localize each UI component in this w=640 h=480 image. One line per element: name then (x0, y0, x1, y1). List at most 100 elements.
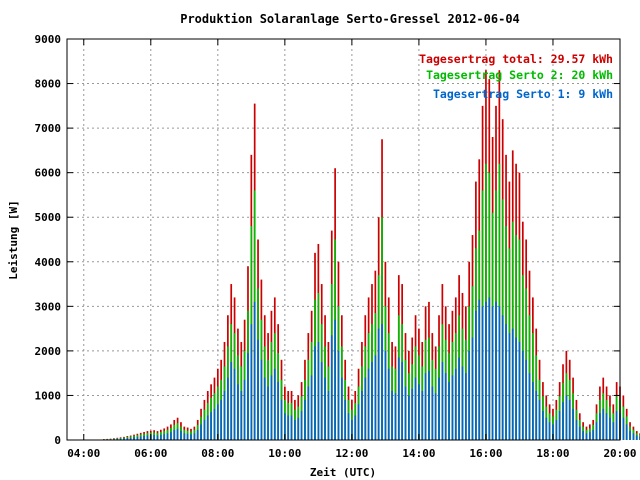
x-tick-label: 16:00 (469, 447, 502, 460)
bar-series-3 (585, 433, 588, 440)
bar-series-3 (612, 422, 615, 440)
bar-series-3 (545, 417, 548, 440)
bar-series-3 (190, 434, 192, 440)
bar-series-3 (501, 315, 504, 440)
bar-series-3 (518, 341, 521, 440)
bar-series-3 (374, 355, 377, 440)
bar-series-3 (351, 419, 353, 440)
bar-series-3 (176, 428, 179, 440)
bar-series-3 (488, 297, 491, 440)
bar-series-2 (498, 163, 501, 440)
bar-series-3 (284, 413, 286, 440)
bar-series-3 (434, 393, 437, 440)
bar-series-3 (421, 390, 424, 440)
bar-series-3 (515, 337, 517, 440)
bar-series-3 (384, 350, 387, 440)
bar-series-3 (250, 324, 253, 440)
bar-series-3 (227, 377, 229, 440)
bar-series-3 (582, 431, 584, 440)
bar-series-3 (143, 435, 145, 440)
bar-series-3 (414, 377, 417, 440)
bar-series-3 (263, 377, 266, 440)
x-tick-label: 06:00 (134, 447, 167, 460)
y-tick-label: 4000 (35, 256, 62, 269)
bar-series-3 (337, 350, 340, 440)
x-tick-label: 10:00 (268, 447, 301, 460)
bar-series-3 (562, 402, 564, 440)
bar-series-3 (431, 386, 434, 440)
bar-series-3 (206, 415, 209, 440)
y-tick-label: 1000 (35, 389, 62, 402)
bar-series-3 (511, 328, 514, 440)
bar-series-3 (599, 413, 601, 440)
bar-series-3 (116, 438, 119, 440)
bar-series-3 (397, 357, 400, 440)
bar-series-3 (290, 415, 293, 440)
bar-series-3 (367, 368, 370, 440)
bar-series-3 (538, 399, 541, 440)
x-axis-label: Zeit (UTC) (310, 466, 376, 479)
bar-series-3 (404, 386, 407, 440)
x-tick-label: 04:00 (67, 447, 100, 460)
bar-series-3 (193, 433, 196, 440)
bar-series-3 (357, 404, 360, 440)
y-ticks: 0 1000 2000 3000 4000 5000 6000 7000 8000 9000 (35, 33, 620, 447)
bar-series-3 (401, 362, 403, 440)
bar-series-3 (411, 388, 414, 440)
bar-series-3 (381, 324, 383, 440)
bar-series-3 (451, 375, 454, 440)
y-tick-label: 6000 (35, 167, 62, 180)
bar-series-3 (361, 390, 363, 440)
series-3 (103, 297, 640, 440)
y-axis-label: Leistung [W] (7, 200, 20, 279)
bar-series-3 (595, 422, 598, 440)
bar-series-3 (542, 411, 544, 440)
bar-series-3 (280, 399, 283, 440)
bar-series-3 (535, 390, 538, 440)
bar-series-3 (505, 324, 507, 440)
y-tick-label: 7000 (35, 122, 62, 135)
x-tick-label: 14:00 (402, 447, 435, 460)
bar-series-3 (183, 433, 186, 440)
bar-series-3 (287, 415, 290, 440)
bar-series-2 (518, 239, 521, 440)
bar-series-3 (615, 411, 618, 440)
bar-series-3 (371, 362, 373, 440)
bar-series-3 (481, 306, 484, 440)
bar-series-3 (324, 377, 326, 440)
bar-series-3 (568, 399, 571, 440)
bar-series-3 (173, 429, 176, 440)
bar-series-3 (310, 375, 313, 440)
bar-series-3 (166, 433, 169, 440)
bar-series-3 (441, 362, 444, 440)
bar-series-3 (327, 390, 330, 440)
bars (103, 70, 640, 441)
bar-series-3 (428, 370, 430, 440)
bar-series-3 (635, 435, 638, 440)
bar-series-3 (237, 384, 239, 440)
bar-series-3 (334, 319, 336, 440)
bar-series-3 (458, 357, 460, 440)
bar-series-3 (210, 412, 212, 440)
bar-series-3 (129, 437, 132, 440)
legend: Tagesertrag total: 29.57 kWh Tagesertrag… (419, 52, 613, 101)
bar-series-3 (344, 399, 347, 440)
bar-series-3 (521, 350, 524, 440)
bar-series-3 (304, 399, 306, 440)
legend-item-serto-2: Tagesertrag Serto 2: 20 kWh (426, 68, 613, 82)
bar-series-3 (391, 390, 393, 440)
bar-series-3 (575, 419, 578, 440)
bar-series-3 (478, 299, 481, 440)
bar-series-3 (548, 422, 551, 440)
bar-series-3 (475, 310, 477, 440)
bar-series-3 (146, 435, 149, 440)
bar-series-3 (525, 359, 528, 440)
bar-series-3 (213, 408, 216, 440)
bar-series-3 (159, 434, 162, 440)
bar-series-3 (126, 438, 129, 440)
bar-series-3 (468, 350, 471, 440)
bar-series-3 (555, 419, 558, 440)
bar-series-3 (622, 417, 625, 440)
x-tick-label: 18:00 (536, 447, 569, 460)
